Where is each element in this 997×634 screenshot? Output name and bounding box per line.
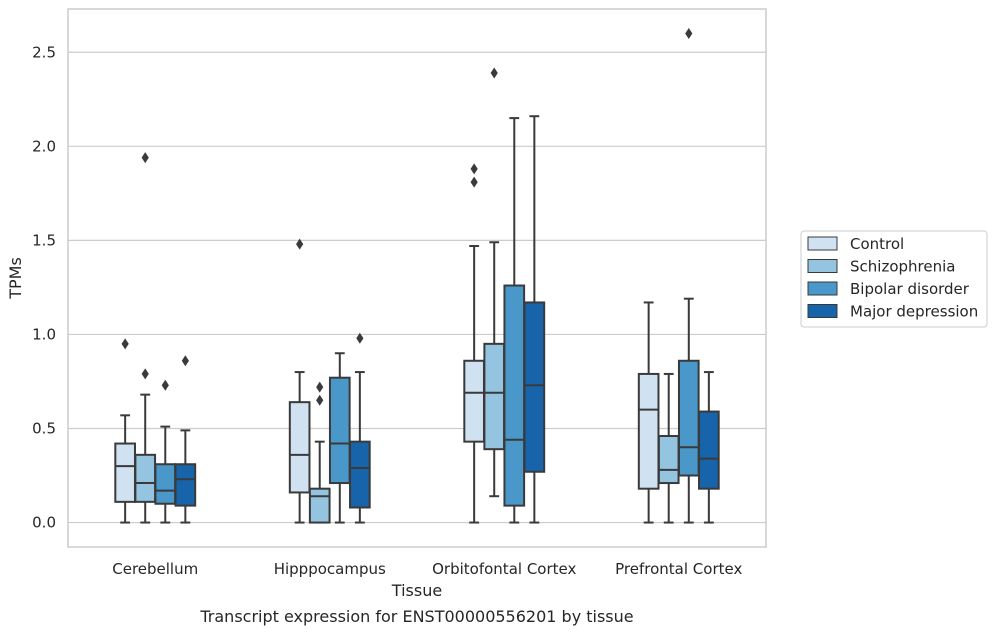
- box-major-depression-1: [349, 332, 371, 524]
- box-bipolar-disorder-2: [503, 117, 526, 524]
- box-iqr: [134, 453, 157, 503]
- outlier-point: [141, 152, 149, 164]
- box-control-3: [637, 301, 660, 524]
- box-iqr: [523, 301, 546, 473]
- legend-frame: [800, 230, 988, 328]
- x-tick-label: Cerebellum: [112, 560, 198, 578]
- box-iqr: [677, 359, 700, 477]
- box-major-depression-3: [698, 371, 720, 524]
- outlier-point: [296, 238, 304, 250]
- box-bipolar-disorder-1: [328, 352, 351, 524]
- outlier-point: [316, 394, 324, 406]
- legend-label: Control: [850, 235, 904, 253]
- boxes: [114, 27, 720, 524]
- outlier-point: [141, 368, 149, 380]
- box-control-2: [463, 163, 485, 524]
- legend-swatch: [807, 281, 838, 296]
- y-tick-labels: 0.0 0.5 1.0 1.5 2.0 2.5: [32, 43, 56, 531]
- box-schizophrenia-2: [483, 67, 506, 498]
- box-iqr: [174, 463, 197, 507]
- box-iqr: [463, 359, 485, 443]
- box-iqr: [637, 372, 660, 490]
- box-bipolar-disorder-3: [677, 27, 700, 524]
- box-iqr: [698, 410, 720, 490]
- box-major-depression-0: [174, 355, 197, 524]
- y-axis-label: TPMs: [6, 257, 25, 300]
- outlier-point: [316, 381, 324, 393]
- x-tick-label: Orbitofontal Cortex: [432, 560, 576, 578]
- outlier-point: [161, 379, 169, 391]
- outlier-point: [470, 176, 478, 188]
- box-iqr: [308, 487, 331, 524]
- box-schizophrenia-1: [308, 381, 331, 524]
- outlier-point: [490, 67, 498, 79]
- box-iqr: [349, 440, 371, 509]
- box-iqr: [154, 463, 177, 505]
- x-tick-label: Prefrontal Cortex: [615, 560, 742, 578]
- y-tick-label: 0.5: [32, 419, 56, 437]
- legend-label: Major depression: [850, 303, 978, 321]
- x-axis-label: Tissue: [391, 581, 442, 600]
- legend-swatch: [807, 259, 838, 273]
- box-iqr: [483, 342, 506, 451]
- y-tick-label: 1.5: [32, 231, 56, 249]
- box-control-0: [114, 338, 136, 524]
- box-schizophrenia-3: [657, 372, 680, 524]
- y-tick-label: 2.5: [32, 43, 56, 61]
- box-schizophrenia-0: [134, 152, 157, 524]
- x-tick-label: Hipppocampus: [274, 560, 386, 578]
- legend: Control Schizophrenia Bipolar disorder Majo…: [800, 230, 988, 328]
- outlier-point: [470, 163, 478, 175]
- box-iqr: [114, 442, 136, 503]
- x-tick-labels: Cerebellum Hipppocampus Orbitofontal Corte…: [112, 560, 742, 578]
- box-control-1: [288, 238, 311, 524]
- box-iqr: [328, 376, 351, 485]
- y-tick-label: 2.0: [32, 137, 56, 155]
- plot-frame: [67, 8, 767, 548]
- outlier-point: [356, 332, 364, 344]
- legend-swatch: [807, 236, 838, 251]
- box-major-depression-2: [523, 115, 546, 524]
- legend-label: Schizophrenia: [850, 258, 955, 276]
- box-bipolar-disorder-0: [154, 379, 177, 524]
- legend-swatch: [807, 304, 838, 318]
- box-iqr: [657, 435, 680, 485]
- y-tick-label: 0.0: [32, 514, 56, 532]
- box-iqr: [503, 284, 526, 507]
- outlier-point: [685, 27, 693, 39]
- legend-label: Bipolar disorder: [850, 280, 970, 298]
- outlier-point: [181, 355, 189, 367]
- y-tick-label: 1.0: [32, 325, 56, 343]
- figure-caption: Transcript expression for ENST0000055620…: [199, 607, 633, 626]
- box-iqr: [288, 401, 311, 494]
- outlier-point: [121, 338, 129, 350]
